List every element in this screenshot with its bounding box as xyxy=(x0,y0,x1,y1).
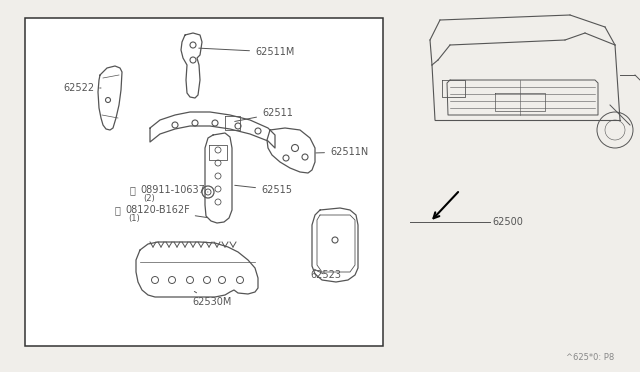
Text: 62511: 62511 xyxy=(235,108,293,122)
Text: ^625*0: P8: ^625*0: P8 xyxy=(566,353,614,362)
Bar xyxy=(25,18,383,346)
Text: 62511M: 62511M xyxy=(199,47,294,57)
Text: 62511N: 62511N xyxy=(316,147,368,157)
Text: (2): (2) xyxy=(143,193,155,202)
Text: 62500: 62500 xyxy=(492,217,523,227)
Text: Ⓝ: Ⓝ xyxy=(130,185,136,195)
Text: Ⓑ: Ⓑ xyxy=(115,205,121,215)
Text: 62515: 62515 xyxy=(235,185,292,195)
Text: 62522: 62522 xyxy=(63,83,101,93)
Text: 62530M: 62530M xyxy=(192,291,232,307)
Text: 62523: 62523 xyxy=(310,269,341,280)
Text: 08911-10637: 08911-10637 xyxy=(140,185,208,195)
Text: 08120-B162F: 08120-B162F xyxy=(125,205,207,218)
Text: (1): (1) xyxy=(128,214,140,222)
